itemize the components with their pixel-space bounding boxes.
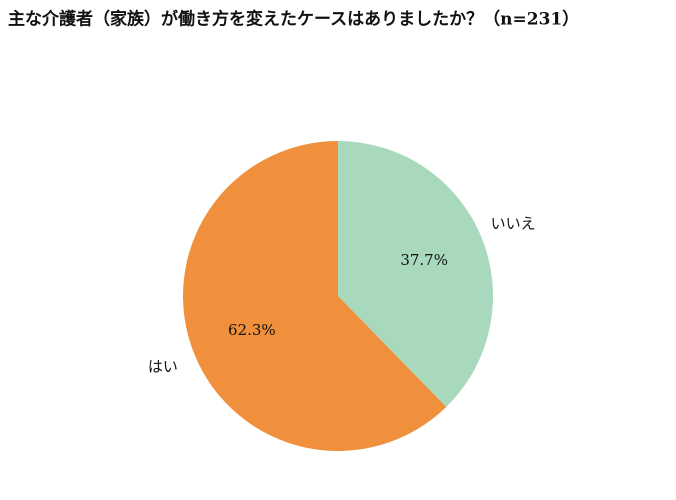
category-label: いいえ <box>491 215 536 233</box>
pie-slice <box>183 141 447 451</box>
pie-slice <box>338 141 494 407</box>
value-label: 62.3% <box>228 321 276 339</box>
chart-title: 主な介護者（家族）が働き方を変えたケースはありましたか？（n=231） <box>8 9 579 30</box>
value-label: 37.7% <box>400 251 448 269</box>
category-label: はい <box>148 357 178 375</box>
